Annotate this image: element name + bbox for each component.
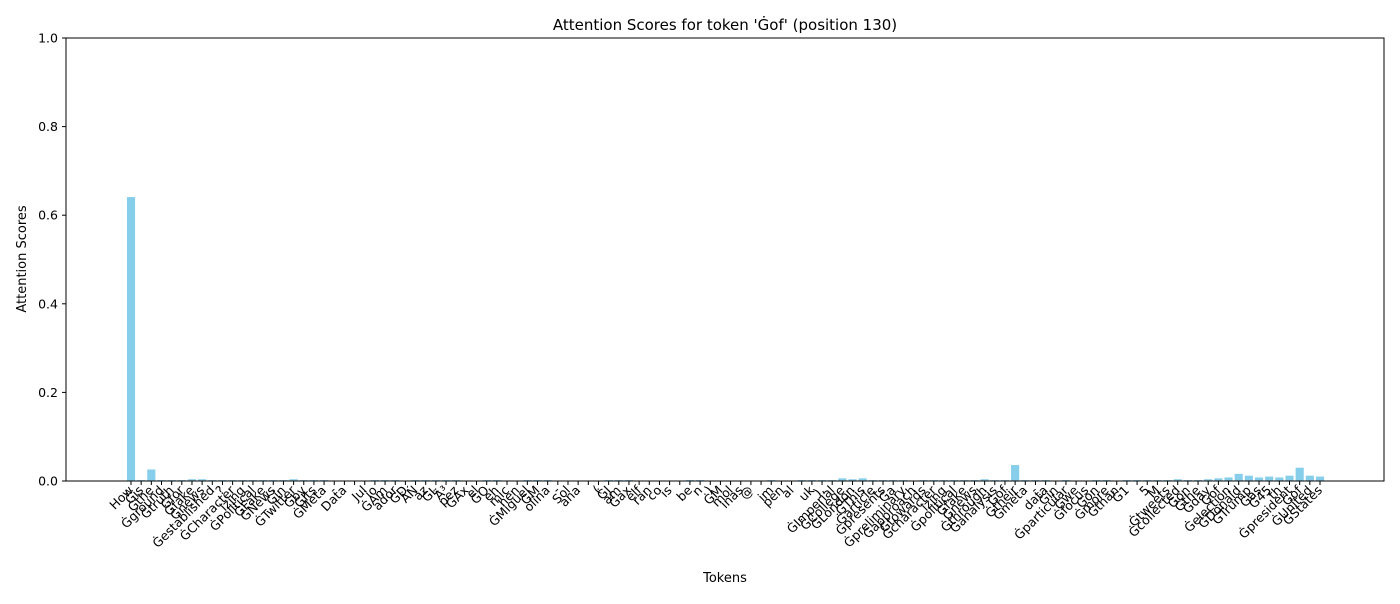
x-axis-label: Tokens — [702, 571, 747, 586]
chart-title: Attention Scores for token 'Ġof' (positi… — [553, 15, 897, 34]
bar — [1285, 476, 1293, 481]
bars-group — [127, 197, 1324, 481]
bar — [1265, 477, 1273, 481]
plot-frame — [66, 38, 1384, 481]
bar — [1011, 465, 1019, 481]
y-tick-label: 0.4 — [38, 296, 58, 311]
y-axis-label: Attention Scores — [15, 205, 30, 313]
y-tick-label: 0.2 — [38, 385, 58, 400]
y-ticks-group: 0.0 0.2 0.4 0.6 0.8 1.0 — [38, 31, 66, 489]
bar — [147, 469, 155, 481]
y-tick-label: 0.6 — [38, 208, 58, 223]
y-tick-label: 0.8 — [38, 119, 58, 134]
bar — [1306, 476, 1314, 481]
bar — [1316, 477, 1324, 481]
bar — [1235, 474, 1243, 481]
y-tick-label: 0.0 — [38, 474, 58, 489]
y-tick-label: 1.0 — [38, 31, 58, 46]
bar — [1275, 477, 1283, 481]
bar — [1255, 477, 1263, 481]
bar — [127, 197, 135, 481]
bar — [1296, 468, 1304, 481]
x-ticks-group: HowĠisĠtheĠgroundĠtruthĠforĠfakeĠnewsĠes… — [106, 481, 1325, 551]
bar — [1245, 476, 1253, 481]
bar — [1224, 477, 1232, 481]
